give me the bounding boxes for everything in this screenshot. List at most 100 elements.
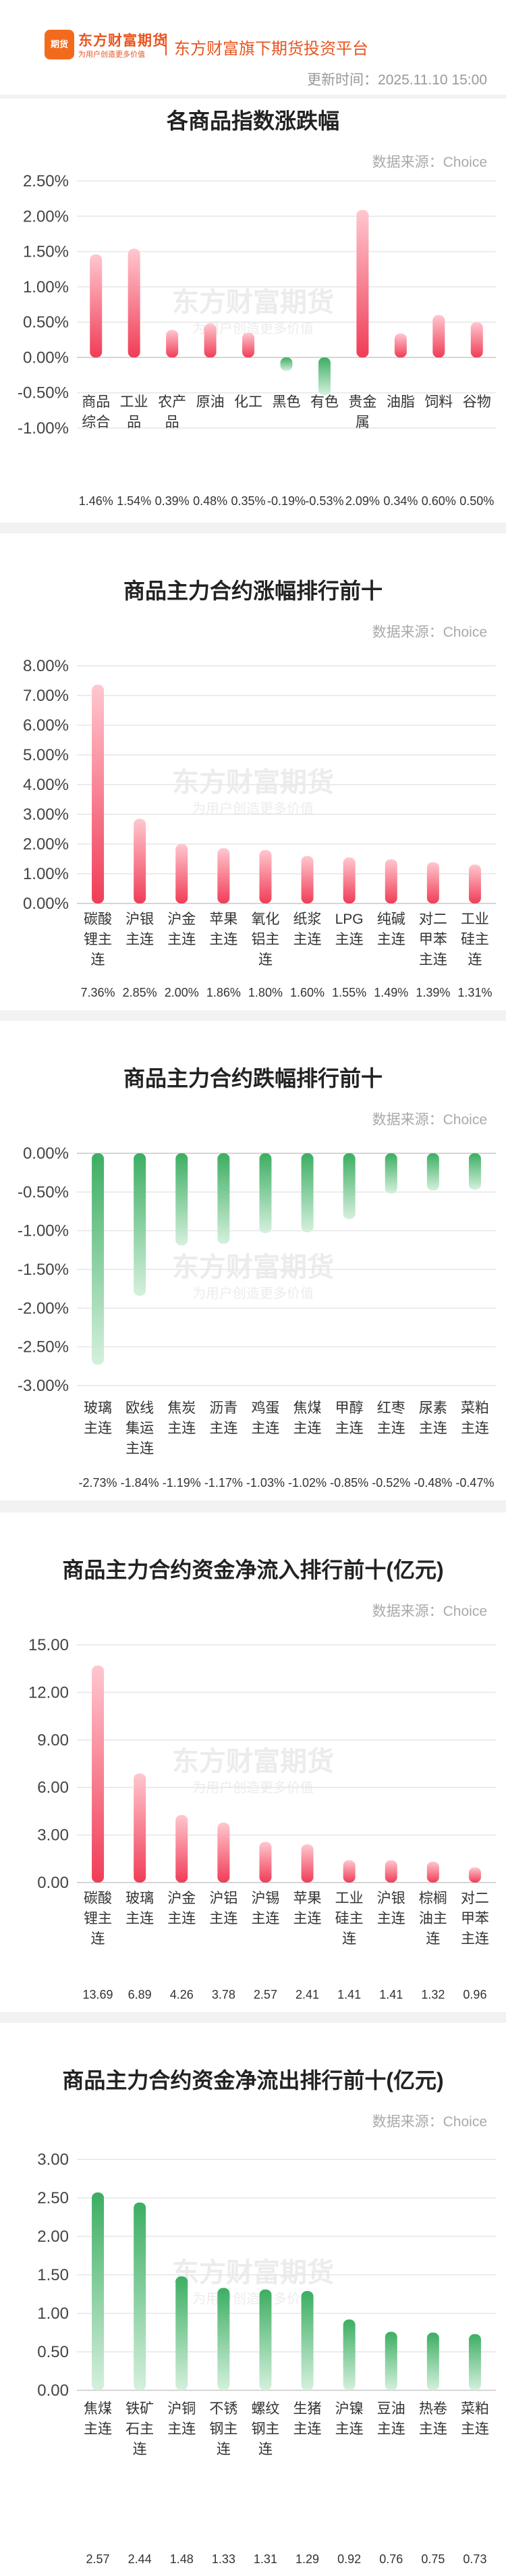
bar	[217, 848, 230, 903]
category-label: 沥青主连	[209, 1400, 237, 1436]
category-label: 纯碱主连	[377, 912, 405, 947]
chart-title: 商品主力合约资金净流出排行前十(亿元)	[62, 2068, 444, 2093]
bar	[259, 1153, 272, 1234]
y-tick-label: -0.50%	[18, 1183, 69, 1201]
value-label: 6.89	[128, 1988, 152, 2001]
value-label: 0.34%	[383, 494, 418, 508]
chart-panel-index-change: 各商品指数涨跌幅 数据来源：Choice 东方财富期货 为用户创造更多价值 2.50…	[0, 99, 506, 523]
value-label: -1.84%	[121, 1476, 159, 1490]
category-label: 有色	[310, 394, 339, 410]
category-label: 饲料	[424, 394, 453, 410]
y-tick-label: 2.00%	[23, 207, 69, 226]
value-label: 2.44	[128, 2552, 152, 2566]
bar	[343, 2319, 356, 2390]
category-label: 谷物	[463, 394, 491, 410]
bar	[92, 1153, 105, 1365]
value-label: 0.92	[337, 2552, 361, 2566]
bar	[128, 248, 140, 358]
category-label: 工业硅主连	[335, 1891, 364, 1947]
category-label: 苹果主连	[293, 1891, 322, 1926]
value-label: -0.53%	[305, 494, 343, 508]
value-label: 1.32	[421, 1988, 445, 2001]
bar	[394, 333, 407, 358]
value-label: 0.39%	[155, 494, 190, 508]
y-tick-label: 3.00	[37, 1826, 69, 1845]
category-label: 焦炭主连	[167, 1400, 196, 1436]
bar	[301, 1153, 314, 1232]
category-label: 沪银主连	[125, 912, 154, 947]
y-tick-label: 4.00%	[23, 776, 69, 794]
value-label: 0.60%	[422, 494, 456, 508]
value-label: 1.31%	[457, 986, 492, 999]
value-label: 1.29	[296, 2552, 319, 2566]
value-label: 4.26	[170, 1988, 194, 2001]
bar	[385, 1153, 397, 1194]
logo-badge: 期货	[50, 39, 68, 49]
bar	[259, 2289, 272, 2390]
update-time: 更新时间：2025.11.10 15:00	[307, 72, 487, 88]
value-label: 1.46%	[79, 494, 113, 508]
bar	[175, 1815, 188, 1883]
bar	[468, 1153, 481, 1190]
bar	[92, 1665, 105, 1883]
category-label: 生猪主连	[293, 2401, 322, 2437]
watermark-text: 东方财富期货	[172, 1747, 334, 1777]
y-tick-label: 3.00	[37, 2151, 69, 2169]
bar	[175, 1153, 188, 1246]
category-label: LPG 主连	[335, 912, 364, 947]
y-tick-label: 3.00%	[23, 806, 69, 824]
category-label: 化工	[234, 394, 262, 410]
bar	[385, 2332, 397, 2390]
chart-title: 商品主力合约涨幅排行前十	[123, 579, 383, 603]
bar	[301, 1844, 314, 1883]
y-tick-label: 2.00%	[23, 835, 69, 853]
value-label: 1.33	[212, 2552, 235, 2566]
value-label: 2.57	[254, 1988, 277, 2001]
y-tick-label: 0.50	[37, 2343, 69, 2361]
bar	[90, 254, 103, 358]
y-tick-label: 1.50	[37, 2266, 69, 2284]
value-label: -0.47%	[455, 1476, 494, 1490]
category-label: 沪金主连	[167, 1891, 196, 1926]
bar	[204, 323, 217, 358]
bar	[343, 1153, 356, 1219]
category-label: 玻璃主连	[125, 1891, 154, 1926]
value-label: 1.86%	[206, 986, 241, 999]
y-tick-label: -2.50%	[18, 1338, 69, 1357]
y-tick-label: 15.00	[28, 1636, 69, 1654]
bar	[301, 856, 314, 903]
y-tick-label: 9.00	[37, 1731, 69, 1750]
value-label: -1.17%	[204, 1476, 243, 1490]
value-label: 0.48%	[193, 494, 227, 508]
value-label: -0.48%	[414, 1476, 452, 1490]
value-label: 3.78	[212, 1988, 235, 2001]
value-label: 0.50%	[459, 494, 494, 508]
category-label: 尿素主连	[419, 1400, 447, 1436]
bar	[134, 818, 146, 903]
category-label: 沪镍主连	[335, 2401, 364, 2437]
category-label: 沪铝主连	[209, 1891, 237, 1926]
value-label: 1.41	[337, 1988, 361, 2001]
y-tick-label: -3.00%	[18, 1377, 69, 1395]
page-header: 期货 东方财富期货 为用户创造更多价值 东方财富旗下期货投资平台 更新时间：20…	[0, 0, 506, 95]
category-label: 玻璃主连	[84, 1400, 112, 1436]
value-label: 2.00%	[165, 986, 199, 999]
category-label: 沪铜主连	[167, 2401, 196, 2437]
bar	[217, 1822, 230, 1883]
value-label: 0.76	[379, 2552, 403, 2566]
category-label: 欧线集运主连	[125, 1400, 154, 1456]
bar	[426, 1153, 439, 1191]
value-label: 1.48	[170, 2552, 194, 2566]
bar	[166, 330, 179, 358]
brand-logo-icon: 期货	[45, 30, 74, 59]
y-tick-label: 0.00	[37, 1874, 69, 1892]
value-label: -1.03%	[246, 1476, 285, 1490]
category-label: 甲醇主连	[335, 1400, 364, 1436]
chart-panel-top-gainers: 商品主力合约涨幅排行前十 数据来源：Choice 东方财富期货 为用户创造更多价值…	[0, 533, 506, 1010]
y-tick-label: -2.00%	[18, 1299, 69, 1317]
value-label: -0.19%	[267, 494, 306, 508]
bar	[468, 864, 481, 903]
y-tick-label: 6.00	[37, 1779, 69, 1797]
